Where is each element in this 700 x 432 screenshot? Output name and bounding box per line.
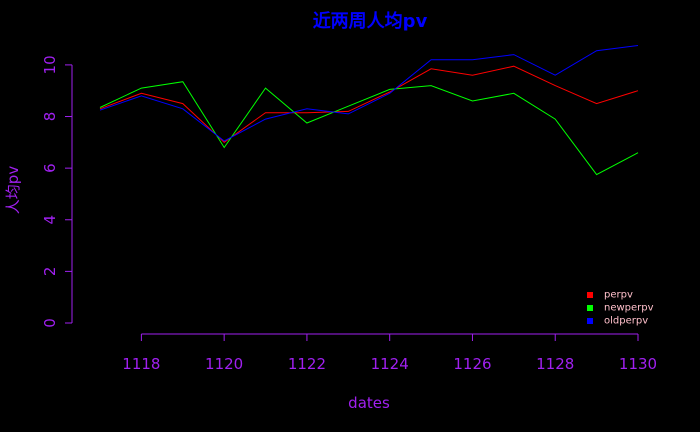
- y-tick-label: 2: [41, 267, 59, 277]
- x-tick-label: 1122: [288, 355, 326, 373]
- y-axis: 0 2 4 6 8 10: [41, 55, 73, 328]
- series-line-oldperpv: [99, 45, 639, 142]
- legend-label-perpv: perpv: [604, 290, 633, 301]
- y-tick-label: 8: [41, 112, 59, 122]
- legend-swatch-newperpv: [587, 305, 593, 311]
- y-axis-label: 人均pv: [4, 166, 22, 215]
- y-tick-label: 6: [41, 163, 59, 173]
- x-tick-label: 1126: [453, 355, 491, 373]
- x-axis: 1118 1120 1122 1124 1126 1128 1130: [122, 333, 657, 373]
- legend-label-newperpv: newperpv: [604, 303, 654, 314]
- x-tick-label: 1120: [205, 355, 243, 373]
- series-layer: [99, 45, 639, 176]
- series-line-perpv: [99, 65, 639, 143]
- legend-swatch-perpv: [587, 292, 593, 298]
- series-line-newperpv: [99, 81, 639, 176]
- x-tick-label: 1124: [371, 355, 409, 373]
- legend: perpv newperpv oldperpv: [587, 290, 654, 327]
- legend-swatch-oldperpv: [587, 318, 593, 324]
- x-tick-label: 1128: [536, 355, 574, 373]
- x-tick-label: 1118: [122, 355, 160, 373]
- x-tick-label: 1130: [619, 355, 657, 373]
- y-tick-label: 0: [41, 318, 59, 328]
- chart-title: 近两周人均pv: [313, 10, 428, 32]
- legend-label-oldperpv: oldperpv: [604, 316, 648, 327]
- y-tick-label: 4: [41, 215, 59, 225]
- x-axis-label: dates: [348, 394, 390, 412]
- y-tick-label: 10: [41, 55, 59, 74]
